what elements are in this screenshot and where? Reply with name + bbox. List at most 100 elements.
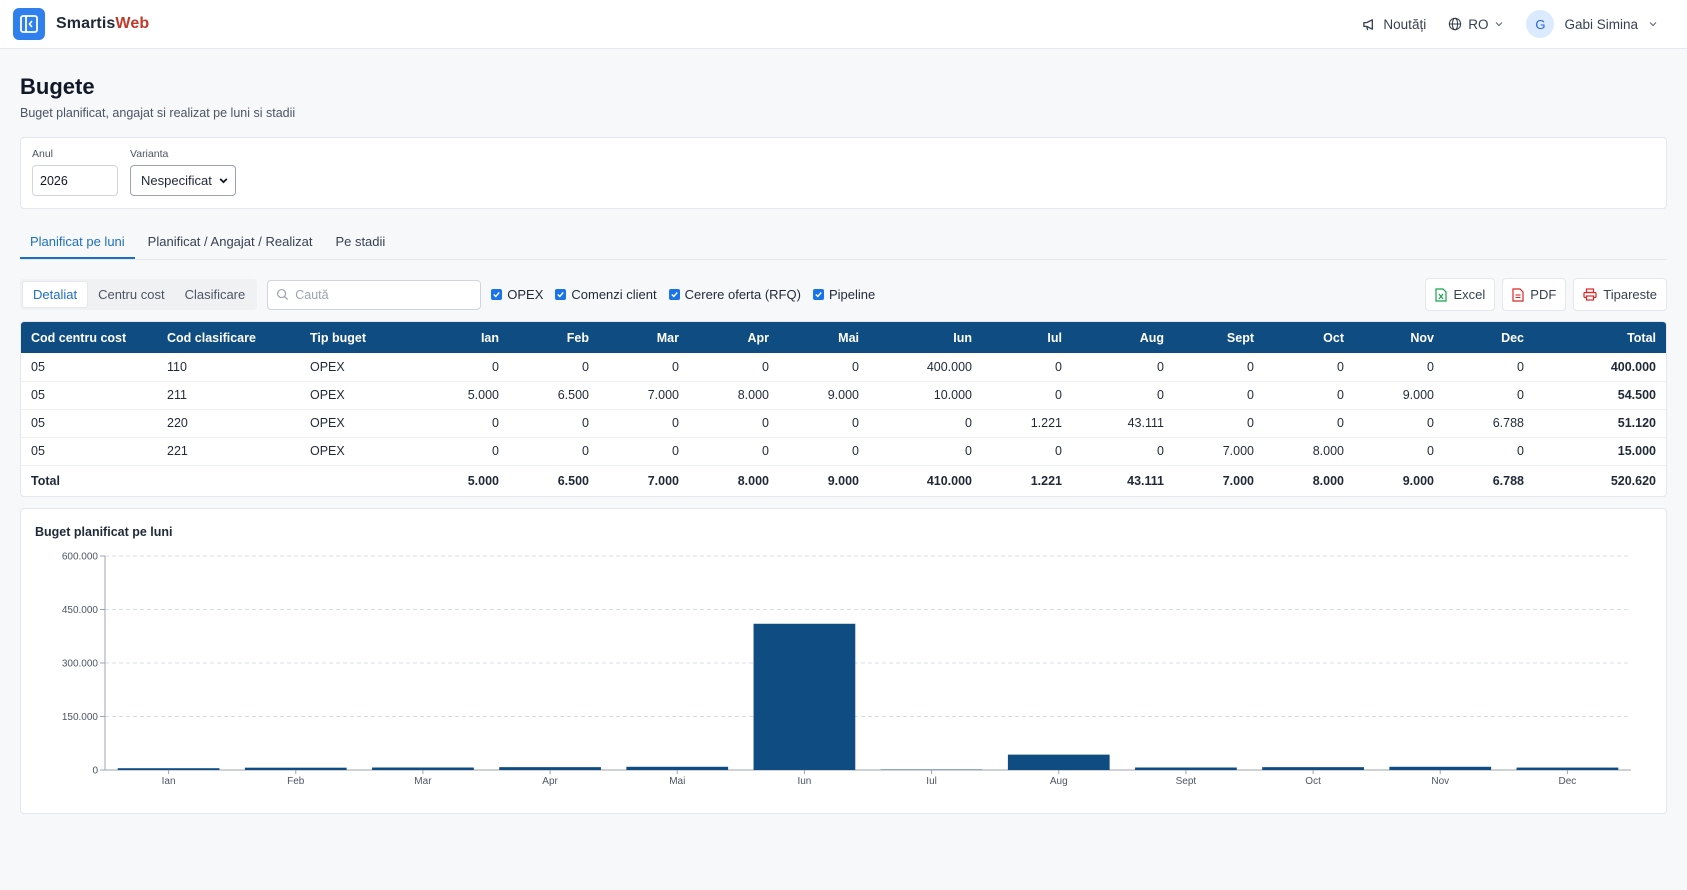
total-cell: 520.620	[1610, 473, 1656, 488]
table-cell: OPEX	[310, 444, 345, 458]
total-cell: 9.000	[1402, 473, 1434, 488]
x-tick-label: Ian	[162, 776, 176, 787]
column-header[interactable]: Iul	[1047, 330, 1062, 345]
pdf-file-icon	[1512, 287, 1524, 302]
bar-sept[interactable]	[1135, 767, 1237, 770]
column-header[interactable]: Nov	[1410, 330, 1434, 345]
table-cell: 0	[1337, 416, 1344, 430]
view-centru-cost-button[interactable]: Centru cost	[98, 287, 165, 302]
variant-select[interactable]: Nespecificat	[130, 165, 236, 196]
bar-dec[interactable]	[1516, 767, 1619, 770]
language-label: RO	[1468, 16, 1489, 32]
bar-mai[interactable]	[626, 766, 729, 770]
user-menu[interactable]: G Gabi Simina	[1526, 10, 1658, 38]
table-cell: 05	[31, 388, 45, 402]
y-tick-label: 150.000	[62, 712, 99, 723]
brand-accent: Web	[115, 15, 150, 32]
print-label: Tipareste	[1603, 287, 1657, 302]
column-header[interactable]: Cod centru cost	[31, 330, 127, 345]
table-cell: 400.000	[1610, 359, 1656, 374]
total-label: Total	[31, 473, 60, 488]
table-cell: 0	[492, 444, 499, 458]
bar-ian[interactable]	[117, 768, 220, 770]
x-tick-label: Mar	[414, 776, 432, 787]
table-cell: 0	[1247, 416, 1254, 430]
table-cell: 220	[167, 416, 188, 430]
column-header[interactable]: Ian	[480, 330, 499, 345]
table-cell: 0	[1427, 359, 1434, 374]
view-detaliat-button[interactable]: Detaliat	[22, 281, 89, 308]
export-actions: Excel PDF Tipareste	[1425, 278, 1667, 311]
column-header[interactable]: Cod clasificare	[167, 330, 256, 345]
table-cell: 0	[672, 359, 679, 374]
x-tick-label: Nov	[1431, 776, 1449, 787]
year-input[interactable]	[32, 165, 118, 196]
table-cell: 0	[582, 359, 589, 374]
excel-button[interactable]: Excel	[1425, 278, 1496, 311]
year-filter: Anul	[32, 148, 118, 198]
table-row[interactable]: 05 110 OPEX 0 0 0 0 0 400.000 0 0 0 0 0 0 400.000	[21, 353, 1666, 381]
checkbox-opex[interactable]: OPEX	[491, 287, 543, 302]
excel-label: Excel	[1453, 287, 1486, 302]
x-tick-label: Feb	[287, 776, 305, 787]
table-cell: 9.000	[1402, 388, 1434, 402]
checkbox-cerere-oferta[interactable]: Cerere oferta (RFQ)	[668, 287, 801, 302]
table-row[interactable]: 05 211 OPEX 5.000 6.500 7.000 8.000 9.000 10.000…	[21, 381, 1666, 409]
bar-aug[interactable]	[1007, 754, 1110, 770]
bar-nov[interactable]	[1389, 766, 1492, 770]
table-cell: 0	[762, 444, 769, 458]
printer-icon	[1583, 288, 1597, 301]
table-cell: 110	[167, 359, 187, 374]
table-cell: 05	[31, 444, 45, 458]
table-cell: 51.120	[1617, 416, 1656, 430]
table-cell: 0	[1517, 388, 1524, 402]
table-row[interactable]: 05 220 OPEX 0 0 0 0 0 0 1.221 43.111 0 0 0 6.788 51.120	[21, 409, 1666, 437]
table-cell: OPEX	[310, 359, 345, 374]
x-tick-label: Apr	[542, 776, 558, 787]
column-header[interactable]: Mar	[656, 330, 679, 345]
table-cell: 0	[1427, 444, 1434, 458]
view-switcher: Detaliat Centru cost Clasificare	[20, 279, 258, 310]
bar-feb[interactable]	[244, 767, 347, 770]
column-header[interactable]: Iun	[953, 330, 972, 345]
print-button[interactable]: Tipareste	[1573, 278, 1667, 311]
tab-planificat-angajat-realizat[interactable]: Planificat / Angajat / Realizat	[147, 234, 313, 249]
table-cell: OPEX	[310, 388, 345, 402]
column-header[interactable]: Mai	[838, 330, 859, 345]
news-button[interactable]: Noutăți	[1362, 17, 1426, 32]
variant-label: Varianta	[130, 148, 169, 160]
column-header[interactable]: Tip buget	[310, 330, 367, 345]
column-header[interactable]: Sept	[1226, 330, 1254, 345]
x-tick-label: Dec	[1559, 776, 1577, 787]
column-header[interactable]: Total	[1627, 330, 1656, 345]
pdf-button[interactable]: PDF	[1502, 278, 1567, 311]
bar-iun[interactable]	[753, 623, 856, 770]
column-header[interactable]: Apr	[747, 330, 769, 345]
table-cell: 0	[852, 359, 859, 374]
app-logo-icon[interactable]	[13, 8, 45, 40]
table-cell: 7.000	[647, 388, 679, 402]
tab-pe-stadii[interactable]: Pe stadii	[335, 234, 386, 249]
column-header[interactable]: Dec	[1501, 330, 1524, 345]
bar-apr[interactable]	[499, 767, 601, 770]
column-header[interactable]: Feb	[566, 330, 589, 345]
pdf-label: PDF	[1530, 287, 1557, 302]
view-clasificare-button[interactable]: Clasificare	[184, 287, 246, 302]
checkbox-comenzi-client[interactable]: Comenzi client	[555, 287, 657, 302]
column-header[interactable]: Aug	[1139, 330, 1164, 345]
bar-oct[interactable]	[1262, 767, 1364, 770]
language-selector[interactable]: RO	[1448, 17, 1504, 32]
table-cell: 43.111	[1127, 416, 1164, 430]
checkbox-pipeline[interactable]: Pipeline	[812, 287, 875, 302]
brand-main: Smartis	[56, 15, 116, 32]
tab-planificat-pe-luni[interactable]: Planificat pe luni	[20, 228, 135, 259]
page-title: Bugete	[20, 74, 95, 99]
column-header[interactable]: Oct	[1323, 330, 1344, 345]
table-cell: 0	[582, 444, 589, 458]
table-row[interactable]: 05 221 OPEX 0 0 0 0 0 0 0 0 7.000 8.000 0 0 15.000	[21, 437, 1666, 465]
search-input[interactable]	[295, 287, 466, 302]
table-cell: 0	[1517, 444, 1524, 458]
megaphone-icon	[1363, 18, 1374, 30]
bar-mar[interactable]	[372, 767, 474, 770]
table-cell: 211	[167, 388, 187, 402]
